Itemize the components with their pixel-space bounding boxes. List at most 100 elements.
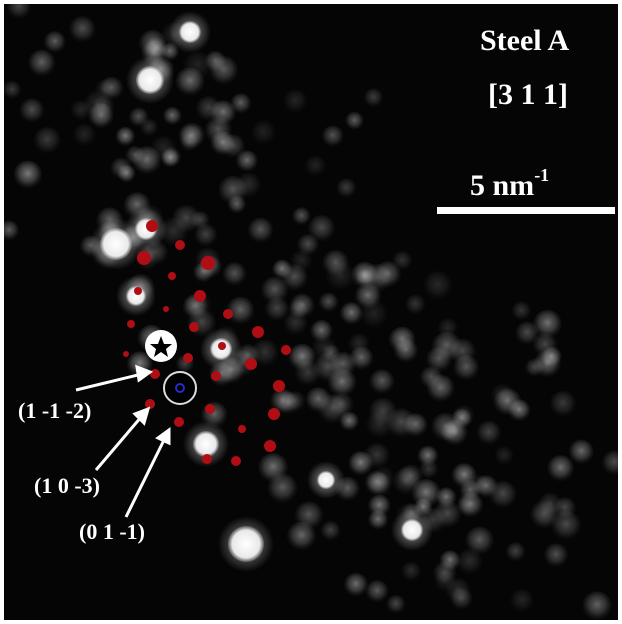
spot xyxy=(349,346,374,371)
spot xyxy=(457,496,478,517)
red-marker xyxy=(145,399,155,409)
pattern-canvas xyxy=(4,4,618,620)
scale-bar-label: 5 nm-1 xyxy=(470,166,549,201)
sample-name-label: Steel A xyxy=(480,24,570,57)
spot xyxy=(533,350,561,378)
spot xyxy=(568,439,594,465)
spot xyxy=(226,296,255,325)
spot xyxy=(327,368,357,398)
spot xyxy=(547,455,574,482)
plane-label-1: (1 -1 -2) xyxy=(18,398,92,423)
spot xyxy=(336,178,357,199)
arrow-head-plane-2 xyxy=(132,406,151,426)
spot xyxy=(7,4,31,20)
red-marker xyxy=(202,454,212,464)
spot xyxy=(439,550,461,572)
bright-spot xyxy=(401,519,423,541)
spot xyxy=(549,390,577,418)
scale-exponent: -1 xyxy=(534,165,550,185)
red-marker xyxy=(194,290,206,302)
spot xyxy=(251,120,276,146)
spot xyxy=(368,397,397,426)
red-marker xyxy=(201,256,215,270)
spot xyxy=(292,207,311,226)
spot xyxy=(325,261,355,291)
red-marker xyxy=(189,322,199,332)
spot xyxy=(468,474,490,496)
red-marker xyxy=(223,309,233,319)
red-marker xyxy=(174,417,184,427)
spot xyxy=(276,391,301,415)
red-marker xyxy=(268,408,280,420)
spot xyxy=(401,561,421,582)
spot xyxy=(509,589,534,613)
spot xyxy=(374,261,402,288)
bright-spot xyxy=(179,21,201,43)
spot xyxy=(305,387,331,413)
spot xyxy=(601,450,618,476)
spot xyxy=(4,220,20,241)
spot xyxy=(171,205,201,234)
spot xyxy=(209,56,239,86)
spot xyxy=(433,500,462,529)
spot xyxy=(582,591,612,620)
transmitted-beam xyxy=(163,371,197,405)
spot xyxy=(355,268,374,287)
spot xyxy=(508,399,531,422)
bright-spot xyxy=(100,228,132,260)
spot xyxy=(72,123,96,147)
spot xyxy=(69,16,96,43)
spot xyxy=(423,271,453,301)
spot xyxy=(289,293,315,319)
spot xyxy=(294,501,324,531)
spot xyxy=(227,195,246,214)
spot xyxy=(354,283,382,310)
spot xyxy=(230,93,252,114)
zone-axis-label: [3 1 1] xyxy=(488,78,568,111)
spot xyxy=(405,294,426,316)
spot xyxy=(320,521,341,541)
spot xyxy=(531,502,557,529)
spot xyxy=(247,217,274,244)
spot xyxy=(83,91,111,119)
spot xyxy=(345,111,364,131)
spot xyxy=(222,262,247,287)
arrow-plane-1 xyxy=(75,372,143,392)
spot xyxy=(163,106,182,126)
spot xyxy=(322,125,344,148)
spot xyxy=(363,88,384,108)
spot xyxy=(339,302,363,326)
red-marker xyxy=(281,345,291,355)
red-marker xyxy=(205,404,215,414)
indexed-reflection-markers xyxy=(123,220,291,466)
spot xyxy=(33,127,61,155)
red-marker xyxy=(211,371,221,381)
spot xyxy=(267,473,298,504)
red-marker xyxy=(218,342,226,350)
red-marker xyxy=(137,251,151,265)
spot xyxy=(515,321,539,346)
spot xyxy=(125,145,145,166)
spot xyxy=(456,548,483,576)
plane-label-2: (1 0 -3) xyxy=(34,473,100,498)
spot xyxy=(505,542,526,562)
spot xyxy=(260,276,289,305)
spot xyxy=(343,572,368,597)
diffraction-pattern: Steel A [3 1 1] 5 nm-1 (1 -1 -2) (1 0 -3… xyxy=(4,4,618,620)
red-marker xyxy=(175,240,185,250)
spot xyxy=(175,67,205,97)
spot xyxy=(419,460,439,480)
star-icon xyxy=(150,336,172,357)
arrow-head-plane-3 xyxy=(155,427,171,446)
spot xyxy=(431,331,462,362)
spot xyxy=(144,37,168,61)
spot xyxy=(348,451,374,476)
spot xyxy=(322,344,340,363)
bright-spot xyxy=(228,526,264,562)
red-marker xyxy=(146,220,158,232)
red-marker xyxy=(134,287,142,295)
spot xyxy=(494,446,514,466)
red-marker xyxy=(183,353,193,363)
spot xyxy=(368,494,391,518)
arrow-head-plane-1 xyxy=(135,364,154,383)
